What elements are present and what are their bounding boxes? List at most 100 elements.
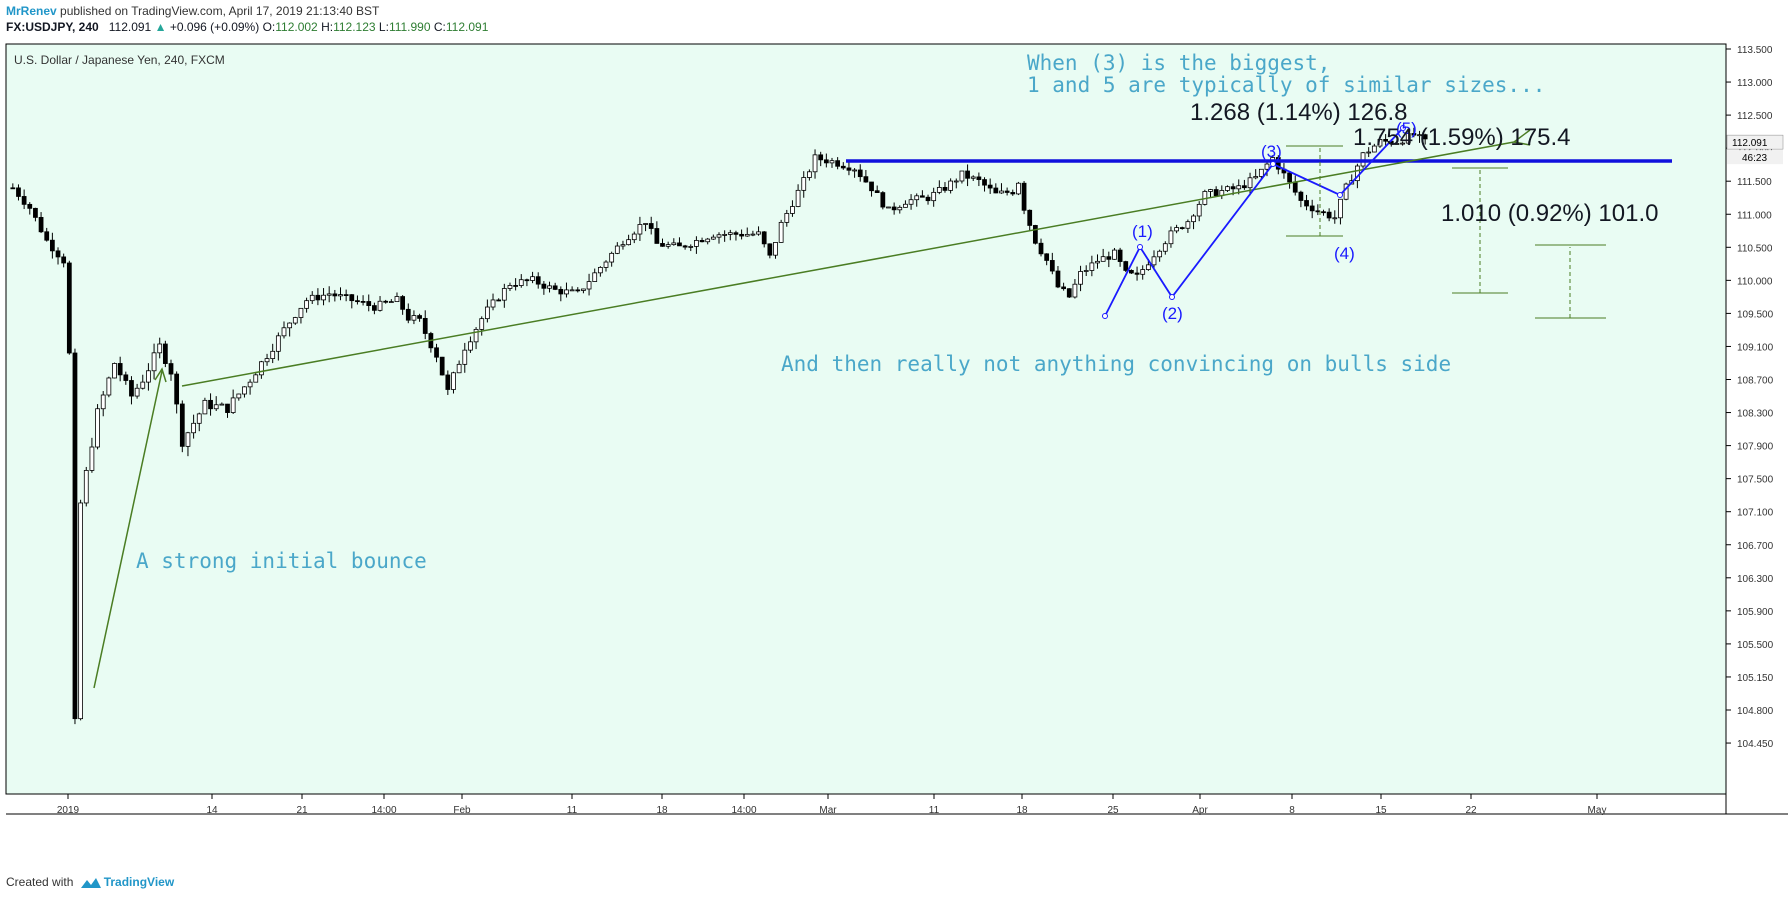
- candle: [236, 393, 242, 399]
- candle: [1253, 176, 1259, 179]
- open-value: 112.002: [275, 20, 318, 34]
- wave-label-1: (1): [1132, 222, 1153, 241]
- created-with-text: Created with: [6, 875, 74, 889]
- candle: [10, 187, 16, 190]
- candle: [134, 387, 140, 397]
- candle: [78, 502, 83, 720]
- candle: [388, 301, 394, 304]
- candle: [773, 242, 778, 256]
- candle: [513, 285, 518, 287]
- time-tick-label: 11: [567, 805, 578, 816]
- candle: [451, 372, 456, 390]
- wave-point-2: [1169, 294, 1175, 300]
- chart-title: U.S. Dollar / Japanese Yen, 240, FXCM: [14, 53, 225, 67]
- candle: [501, 288, 507, 301]
- candle: [1072, 283, 1078, 298]
- wave-point-1: [1137, 244, 1143, 250]
- high-value: 112.123: [333, 20, 376, 34]
- candle: [1309, 205, 1315, 212]
- candle: [456, 363, 462, 374]
- candle: [682, 245, 688, 248]
- candle: [146, 370, 151, 383]
- candle: [332, 293, 338, 297]
- candle: [309, 294, 315, 302]
- candle: [925, 196, 931, 202]
- candle: [1298, 191, 1304, 201]
- tradingview-link[interactable]: TradingView: [103, 875, 175, 889]
- measure-tool-3[interactable]: [1535, 244, 1606, 319]
- candle: [982, 179, 987, 186]
- price-axis[interactable]: 113.500 113.000 112.500 112.000 111.500 111.0…: [1726, 45, 1774, 750]
- candle: [744, 233, 750, 237]
- candle: [1366, 151, 1372, 154]
- candle: [874, 190, 880, 193]
- candle: [1196, 203, 1202, 217]
- candle: [530, 276, 535, 281]
- tradingview-logo-icon: [80, 877, 101, 888]
- candle: [1083, 270, 1089, 272]
- candle: [106, 377, 112, 396]
- candle: [315, 294, 321, 301]
- time-tick-label: 18: [1016, 805, 1028, 816]
- price-tick-label: 105.150: [1737, 673, 1774, 684]
- candle: [123, 374, 129, 381]
- candle: [372, 305, 377, 311]
- time-tick-label: 8: [1289, 805, 1295, 816]
- price-chart[interactable]: U.S. Dollar / Japanese Yen, 240, FXCM 11…: [0, 40, 1788, 870]
- candle: [1174, 227, 1179, 232]
- last-price: 112.091: [108, 20, 152, 34]
- candle: [490, 299, 496, 308]
- elliott-wave-path[interactable]: [1104, 127, 1404, 317]
- candle: [699, 240, 705, 243]
- candle: [140, 381, 146, 389]
- time-axis[interactable]: 2019 14 21 14:00 Feb 11 18 14:00 Mar 11 18 25 Apr 8 15…: [57, 794, 1607, 816]
- candle: [1230, 186, 1236, 190]
- candle: [422, 317, 428, 334]
- candle: [558, 288, 564, 295]
- candle: [1371, 145, 1377, 153]
- candle: [631, 233, 637, 241]
- candle: [72, 352, 78, 720]
- close-label: C:: [433, 20, 446, 34]
- candle: [383, 300, 389, 303]
- candle: [1100, 256, 1106, 262]
- candle: [151, 352, 157, 372]
- time-tick-label: 11: [929, 805, 940, 816]
- candle: [400, 296, 406, 310]
- candle: [880, 192, 886, 208]
- candle: [1004, 190, 1010, 193]
- price-tick-label: 107.100: [1737, 508, 1774, 519]
- candle: [778, 221, 784, 243]
- candle: [920, 195, 925, 198]
- bounce-arrow[interactable]: [93, 370, 163, 689]
- candle: [1032, 225, 1038, 244]
- candle: [496, 299, 502, 302]
- time-tick-label: 14:00: [371, 805, 396, 816]
- candle: [1061, 286, 1066, 290]
- candle: [219, 403, 225, 406]
- measure-tool-2[interactable]: [1452, 167, 1508, 294]
- plot-area[interactable]: [5, 43, 1727, 795]
- author-link[interactable]: MrRenev: [6, 4, 57, 18]
- candle: [552, 285, 558, 290]
- candle: [535, 276, 541, 285]
- candle: [733, 232, 739, 235]
- high-label: H:: [321, 20, 334, 34]
- candle: [112, 363, 117, 379]
- candle: [727, 232, 733, 235]
- candle: [1258, 168, 1264, 177]
- price-tick-label: 106.300: [1737, 574, 1774, 585]
- last-price-marker: 112.091 46:23: [1726, 134, 1784, 165]
- candle: [1168, 230, 1174, 245]
- trend-line[interactable]: [181, 141, 1515, 387]
- candle: [185, 432, 191, 447]
- candle: [547, 285, 552, 289]
- candle: [1383, 139, 1389, 142]
- measure-tool-1[interactable]: [1286, 145, 1343, 237]
- time-tick-label: 2019: [57, 805, 80, 816]
- candle: [287, 322, 293, 329]
- candle: [1185, 221, 1191, 229]
- candle: [1275, 157, 1281, 170]
- candle: [343, 294, 349, 296]
- candle: [897, 206, 903, 211]
